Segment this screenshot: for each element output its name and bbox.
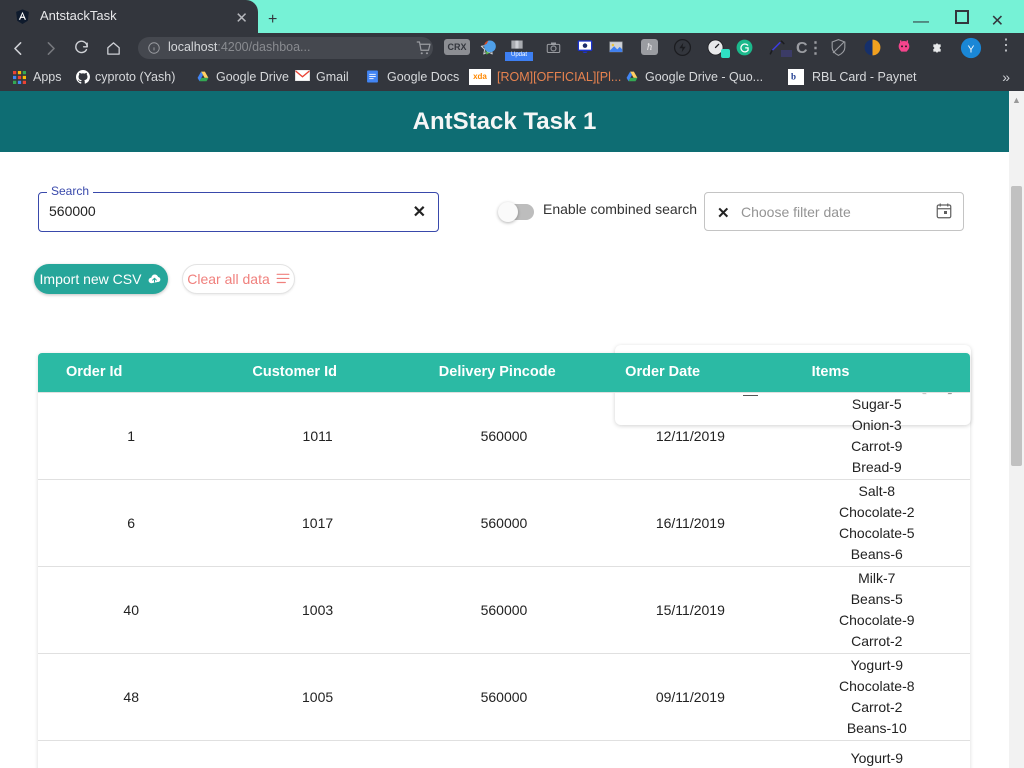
svg-text:b: b [791,72,796,82]
svg-text:Y: Y [968,45,975,56]
